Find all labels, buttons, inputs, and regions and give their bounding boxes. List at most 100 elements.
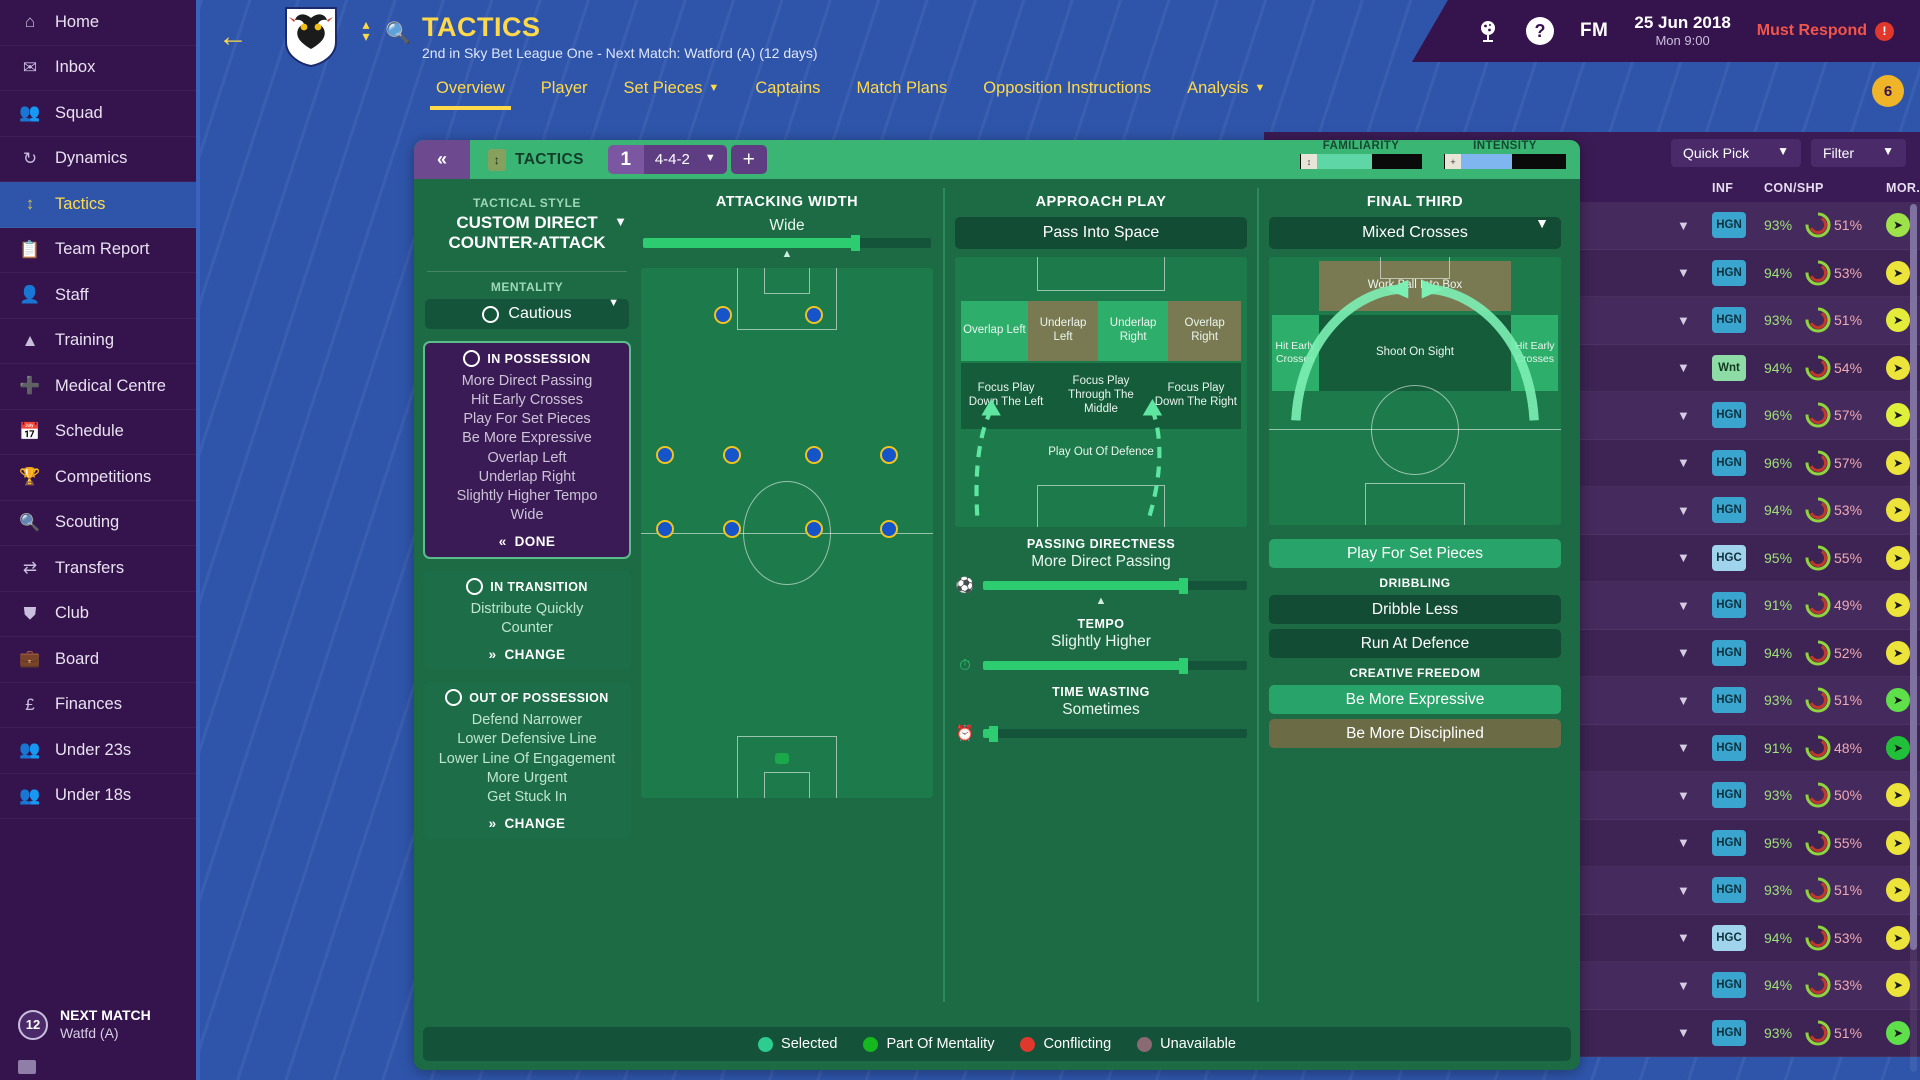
chevron-down-icon[interactable]: ▼ xyxy=(1677,550,1690,566)
chevron-down-icon[interactable]: ▼ xyxy=(1677,692,1690,708)
zone-focus-middle[interactable]: Focus Play Through The Middle xyxy=(1051,363,1151,429)
tab-analysis[interactable]: Analysis ▼ xyxy=(1169,70,1283,112)
chevron-down-icon[interactable]: ▼ xyxy=(1677,407,1690,423)
sidebar-item-home[interactable]: ⌂ Home xyxy=(0,0,196,46)
sidebar-item-transfers[interactable]: ⇄ Transfers xyxy=(0,546,196,592)
sidebar-item-schedule[interactable]: 📅 Schedule xyxy=(0,410,196,455)
final-third-pitch[interactable]: Work Ball Into Box Hit Early Crosses Sho… xyxy=(1269,257,1561,525)
in-possession-done-button[interactable]: « DONE xyxy=(431,534,623,549)
tab-overview[interactable]: Overview xyxy=(418,70,523,112)
morale-icon: ➤ xyxy=(1886,830,1910,855)
tab-player[interactable]: Player xyxy=(523,70,606,112)
tactics-tab[interactable]: ↕ TACTICS xyxy=(470,140,602,179)
zone-underlap-left[interactable]: Underlap Left xyxy=(1028,301,1099,361)
chevron-down-icon[interactable]: ▼ xyxy=(1677,265,1690,281)
zone-underlap-right[interactable]: Underlap Right xyxy=(1098,301,1169,361)
chevron-down-icon[interactable]: ▼ xyxy=(1677,787,1690,803)
condition-value: 91% xyxy=(1764,597,1793,614)
tactical-style-block[interactable]: TACTICAL STYLE CUSTOM DIRECT COUNTER-ATT… xyxy=(423,188,631,263)
approach-play-dropdown[interactable]: Pass Into Space xyxy=(955,217,1247,249)
sidebar-item-training[interactable]: ▲ Training xyxy=(0,319,196,364)
search-icon[interactable]: 🔍 xyxy=(385,22,412,45)
condition-ring-icon xyxy=(1805,877,1831,903)
tempo-slider[interactable] xyxy=(983,657,1247,674)
legend-label: Conflicting xyxy=(1043,1036,1112,1052)
column-header[interactable]: CON/SHP xyxy=(1764,181,1824,195)
tab-set-pieces[interactable]: Set Pieces ▼ xyxy=(606,70,738,112)
column-header[interactable]: MOR... xyxy=(1886,181,1920,195)
be-more-disciplined-button[interactable]: Be More Disciplined xyxy=(1269,719,1561,748)
out-of-possession-change-button[interactable]: » CHANGE xyxy=(429,816,625,831)
add-formation-button[interactable]: + xyxy=(730,145,767,174)
sidebar-item-under-18s[interactable]: 👥 Under 18s xyxy=(0,774,196,819)
chevron-down-icon[interactable]: ▼ xyxy=(1677,645,1690,661)
sidebar-item-scouting[interactable]: 🔍 Scouting xyxy=(0,501,196,546)
legend-dot xyxy=(1020,1036,1036,1052)
zone-focus-left[interactable]: Focus Play Down The Left xyxy=(960,363,1052,429)
formation-selector[interactable]: 1 4-4-2 ▼ xyxy=(607,145,727,174)
sidebar-item-staff[interactable]: 👤 Staff xyxy=(0,273,196,319)
zone-overlap-right[interactable]: Overlap Right xyxy=(1168,301,1242,361)
sidebar-item-tactics[interactable]: ↕ Tactics xyxy=(0,182,196,228)
tab-captains[interactable]: Captains xyxy=(737,70,838,112)
scrollbar-thumb[interactable] xyxy=(1910,204,1917,951)
chevron-down-icon[interactable]: ▼ xyxy=(1677,597,1690,613)
quick-pick-button[interactable]: Quick Pick ▼ xyxy=(1670,139,1801,167)
tab-opposition-instructions[interactable]: Opposition Instructions xyxy=(965,70,1169,112)
date-line: 25 Jun 2018 xyxy=(1634,13,1731,32)
zone-overlap-left[interactable]: Overlap Left xyxy=(960,301,1028,361)
chevron-down-icon[interactable]: ▼ xyxy=(1677,740,1690,756)
globe-icon[interactable] xyxy=(1476,19,1500,43)
sidebar-item-inbox[interactable]: ✉ Inbox xyxy=(0,46,196,91)
be-more-expressive-button[interactable]: Be More Expressive xyxy=(1269,685,1561,714)
chevron-down-icon[interactable]: ▼ xyxy=(1677,1025,1690,1041)
approach-play-pitch[interactable]: Overlap Left Underlap Left Underlap Righ… xyxy=(955,257,1247,527)
sidebar-footer-icon[interactable] xyxy=(18,1060,36,1074)
play-for-set-pieces-button[interactable]: Play For Set Pieces xyxy=(1269,539,1561,568)
collapse-left-icon[interactable]: « xyxy=(414,140,470,179)
attacking-width-slider[interactable] xyxy=(643,235,931,251)
sidebar-item-club[interactable]: ⛊ Club xyxy=(0,592,196,637)
zone-shoot-on-sight[interactable]: Shoot On Sight xyxy=(1318,315,1512,391)
sidebar-item-squad[interactable]: 👥 Squad xyxy=(0,91,196,137)
time-wasting-slider[interactable] xyxy=(983,725,1247,742)
help-icon[interactable]: ? xyxy=(1525,17,1554,45)
chevron-down-icon[interactable]: ▼ xyxy=(1677,502,1690,518)
chevron-down-icon[interactable]: ▼ xyxy=(1677,882,1690,898)
chevron-down-icon[interactable]: ▼ xyxy=(614,214,627,229)
approach-play-title: APPROACH PLAY xyxy=(1035,194,1167,210)
chevron-down-icon[interactable]: ▼ xyxy=(1677,930,1690,946)
sidebar-item-under-23s[interactable]: 👥 Under 23s xyxy=(0,728,196,774)
run-at-defence-button[interactable]: Run At Defence xyxy=(1269,629,1561,658)
chevron-down-icon[interactable]: ▼ xyxy=(1677,455,1690,471)
sidebar-item-medical-centre[interactable]: ➕ Medical Centre xyxy=(0,364,196,410)
filter-button[interactable]: Filter ▼ xyxy=(1810,139,1906,167)
chevron-down-icon[interactable]: ▼ xyxy=(1677,217,1690,233)
dribble-less-button[interactable]: Dribble Less xyxy=(1269,595,1561,624)
passing-directness-slider[interactable] xyxy=(983,577,1247,594)
sidebar-item-competitions[interactable]: 🏆 Competitions xyxy=(0,455,196,501)
notification-badge[interactable]: 6 xyxy=(1872,75,1904,107)
player-list-scrollbar[interactable] xyxy=(1910,204,1917,1072)
sidebar-item-team-report[interactable]: 📋 Team Report xyxy=(0,228,196,273)
chevron-down-icon[interactable]: ▼ xyxy=(1677,835,1690,851)
in-transition-change-button[interactable]: » CHANGE xyxy=(429,647,625,662)
chevron-down-icon[interactable]: ▼ xyxy=(1677,312,1690,328)
sidebar-item-finances[interactable]: £ Finances xyxy=(0,683,196,728)
mentality-selector[interactable]: Cautious ▼ xyxy=(425,297,629,330)
tab-match-plans[interactable]: Match Plans xyxy=(838,70,965,112)
header-nav-arrows[interactable]: ▴ ▾ xyxy=(362,16,370,44)
intensity-icon: + xyxy=(1445,154,1461,169)
chevron-down-icon[interactable]: ▼ xyxy=(1677,977,1690,993)
sidebar-next-match[interactable]: 12 NEXT MATCH Watfd (A) xyxy=(0,1007,200,1042)
must-respond-indicator[interactable]: Must Respond ! xyxy=(1757,21,1894,41)
chevron-down-icon[interactable]: ▼ xyxy=(1677,360,1690,376)
sidebar-item-dynamics[interactable]: ↻ Dynamics xyxy=(0,137,196,182)
back-arrow-icon[interactable]: ← xyxy=(218,20,248,53)
column-header[interactable]: INF xyxy=(1712,181,1734,195)
zone-focus-right[interactable]: Focus Play Down The Right xyxy=(1150,363,1242,429)
final-third-dropdown[interactable]: Mixed Crosses ▼ xyxy=(1269,215,1561,249)
sidebar-item-board[interactable]: 💼 Board xyxy=(0,637,196,683)
formation-pitch[interactable] xyxy=(641,268,933,798)
zone-play-out-of-defence[interactable]: Play Out Of Defence xyxy=(1048,446,1154,459)
